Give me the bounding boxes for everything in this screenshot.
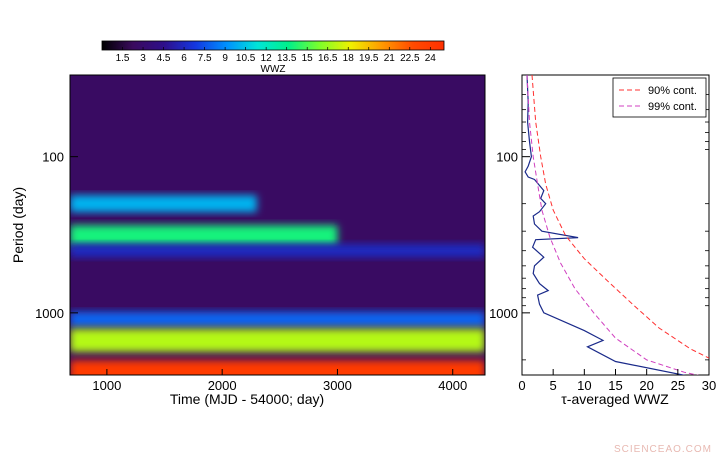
line-y-ticks: 100 1000 (489, 94, 709, 361)
colorbar-tick-label: 1.5 (116, 53, 130, 64)
series-90-cont-line (531, 75, 709, 359)
legend-box (612, 77, 707, 118)
heatmap-x-tick-label: 1000 (92, 378, 121, 393)
series-99-cont-line (526, 75, 700, 375)
heatmap-y-tick-label: 100 (42, 150, 64, 165)
heatmap-band (70, 328, 485, 353)
line-x-ticks: 0 5 10 15 20 25 30 (518, 369, 716, 393)
colorbar-tick-label: 22.5 (400, 53, 420, 64)
heatmap-band (70, 311, 485, 327)
watermark: SCIENCEAO.COM (613, 444, 712, 455)
line-x-tick-label: 25 (671, 378, 685, 393)
heatmap-x-tick-label: 3000 (323, 378, 352, 393)
colorbar-tick-label: 18 (343, 53, 355, 64)
colorbar-tick-label: 19.5 (359, 53, 379, 64)
line-x-tick-label: 0 (518, 378, 525, 393)
colorbar-tick-label: 12 (261, 53, 273, 64)
colorbar-tick-label: 24 (425, 53, 437, 64)
colorbar-tick-label: 3 (140, 53, 146, 64)
legend-label-99: 99% cont. (648, 101, 697, 113)
colorbar-tick-label: 16.5 (318, 53, 338, 64)
colorbar-tick-label: 13.5 (277, 53, 297, 64)
heatmap-band (70, 225, 338, 246)
legend: 90% cont. 99% cont. (612, 77, 707, 118)
heatmap-band (70, 195, 257, 213)
series-wwz-line (524, 75, 687, 375)
line-x-tick-label: 10 (577, 378, 591, 393)
line-series (524, 75, 709, 375)
colorbar-tick-label: 10.5 (236, 53, 256, 64)
line-y-tick-label: 100 (496, 150, 518, 165)
heatmap-y-axis-label: Period (day) (10, 187, 26, 263)
line-x-tick-label: 20 (639, 378, 653, 393)
line-x-tick-label: 30 (702, 378, 716, 393)
colorbar-tick-label: 6 (181, 53, 187, 64)
colorbar-tick-label: 7.5 (198, 53, 212, 64)
heatmap-x-tick-label: 4000 (438, 378, 467, 393)
line-panel: 0 5 10 15 20 25 30 100 1000 τ-averaged WWZ 90% … (489, 74, 716, 407)
line-x-tick-label: 5 (550, 378, 557, 393)
heatmap-x-axis-label: Time (MJD - 54000; day) (170, 391, 324, 407)
line-frame (521, 74, 710, 376)
heatmap-band (70, 243, 485, 258)
colorbar-tick-label: 9 (222, 53, 228, 64)
colorbar-label: WWZ (261, 64, 286, 75)
colorbar-tick-label: 15 (302, 53, 314, 64)
colorbar-tick-label: 4.5 (157, 53, 171, 64)
line-x-axis-label: τ-averaged WWZ (561, 391, 669, 407)
heatmap-band (70, 360, 485, 375)
heatmap-panel: 1000 2000 3000 4000 100 1000 Time (MJD - 540… (10, 74, 486, 407)
heatmap-x-tick-label: 2000 (208, 378, 237, 393)
colorbar-tick-label: 21 (384, 53, 396, 64)
colorbar-bar (101, 40, 445, 51)
heatmap-x-ticks: 1000 2000 3000 4000 (92, 369, 467, 393)
heatmap-y-tick-label: 1000 (35, 306, 64, 321)
heatmap-y-ticks: 100 1000 (35, 150, 78, 321)
colorbar: 1.5 3 4.5 6 7.5 9 10.5 12 13.5 15 16.5 18 19.5 21 22.5… (101, 40, 445, 75)
colorbar-ticks: 1.5 3 4.5 6 7.5 9 10.5 12 13.5 15 16.5 18 19.5 21 22.5… (116, 47, 437, 64)
heatmap-bands (70, 75, 485, 375)
legend-label-90: 90% cont. (648, 85, 697, 97)
line-y-tick-label: 1000 (489, 306, 518, 321)
heatmap-frame (69, 74, 486, 376)
line-x-tick-label: 15 (608, 378, 622, 393)
